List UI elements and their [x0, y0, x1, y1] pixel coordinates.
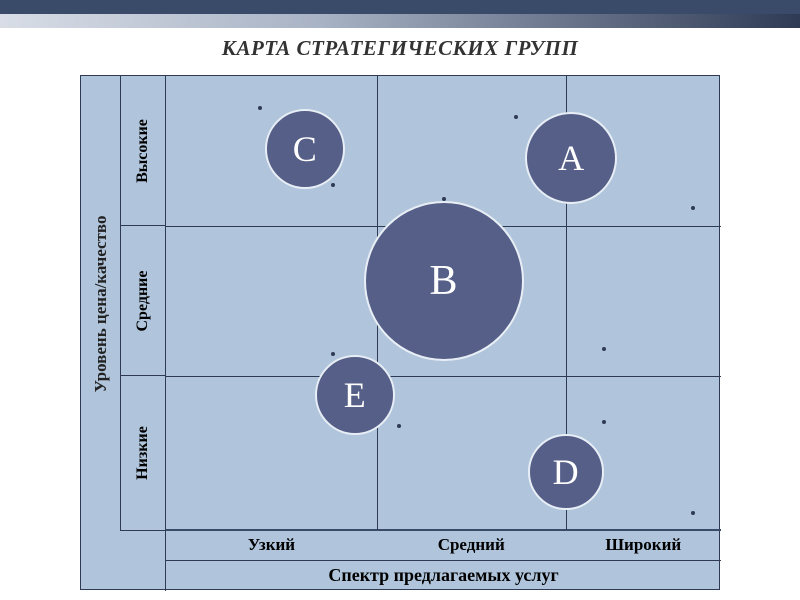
y-axis-title: Уровень цена/качество: [91, 215, 111, 392]
bubble-C: C: [265, 109, 345, 189]
x-category-label: Средний: [377, 531, 566, 560]
bubble-A: A: [525, 112, 617, 204]
top-banner: [0, 0, 800, 14]
y-axis-title-column: Уровень цена/качество: [81, 76, 121, 531]
sub-banner: [0, 14, 800, 28]
decorative-dot: [691, 206, 695, 210]
decorative-dot: [331, 183, 335, 187]
bubble-E: E: [315, 355, 395, 435]
decorative-dot: [602, 420, 606, 424]
y-category-label: Низкие: [134, 426, 152, 480]
page-title: КАРТА СТРАТЕГИЧЕСКИХ ГРУПП: [0, 28, 800, 69]
y-axis-categories: Высокие Средние Низкие: [121, 76, 166, 531]
bubble-D: D: [528, 434, 604, 510]
row-divider: [166, 376, 721, 377]
y-category-label: Высокие: [134, 119, 152, 183]
x-category-label: Узкий: [166, 531, 377, 560]
decorative-dot: [514, 115, 518, 119]
y-category: Высокие: [121, 76, 165, 226]
y-category: Низкие: [121, 376, 165, 531]
bubble-B: B: [364, 201, 524, 361]
decorative-dot: [397, 424, 401, 428]
decorative-dot: [691, 511, 695, 515]
decorative-dot: [602, 347, 606, 351]
x-axis-categories: УзкийСреднийШирокий: [166, 531, 721, 561]
plot-area: ABC D E: [166, 76, 721, 531]
y-category-label: Средние: [134, 270, 152, 331]
chart-container: Уровень цена/качество Высокие Средние Низк…: [80, 75, 720, 590]
axis-corner: [81, 531, 166, 591]
decorative-dot: [331, 352, 335, 356]
y-category: Средние: [121, 226, 165, 376]
x-axis-title: Спектр предлагаемых услуг: [166, 561, 721, 591]
decorative-dot: [258, 106, 262, 110]
x-category-label: Широкий: [566, 531, 721, 560]
